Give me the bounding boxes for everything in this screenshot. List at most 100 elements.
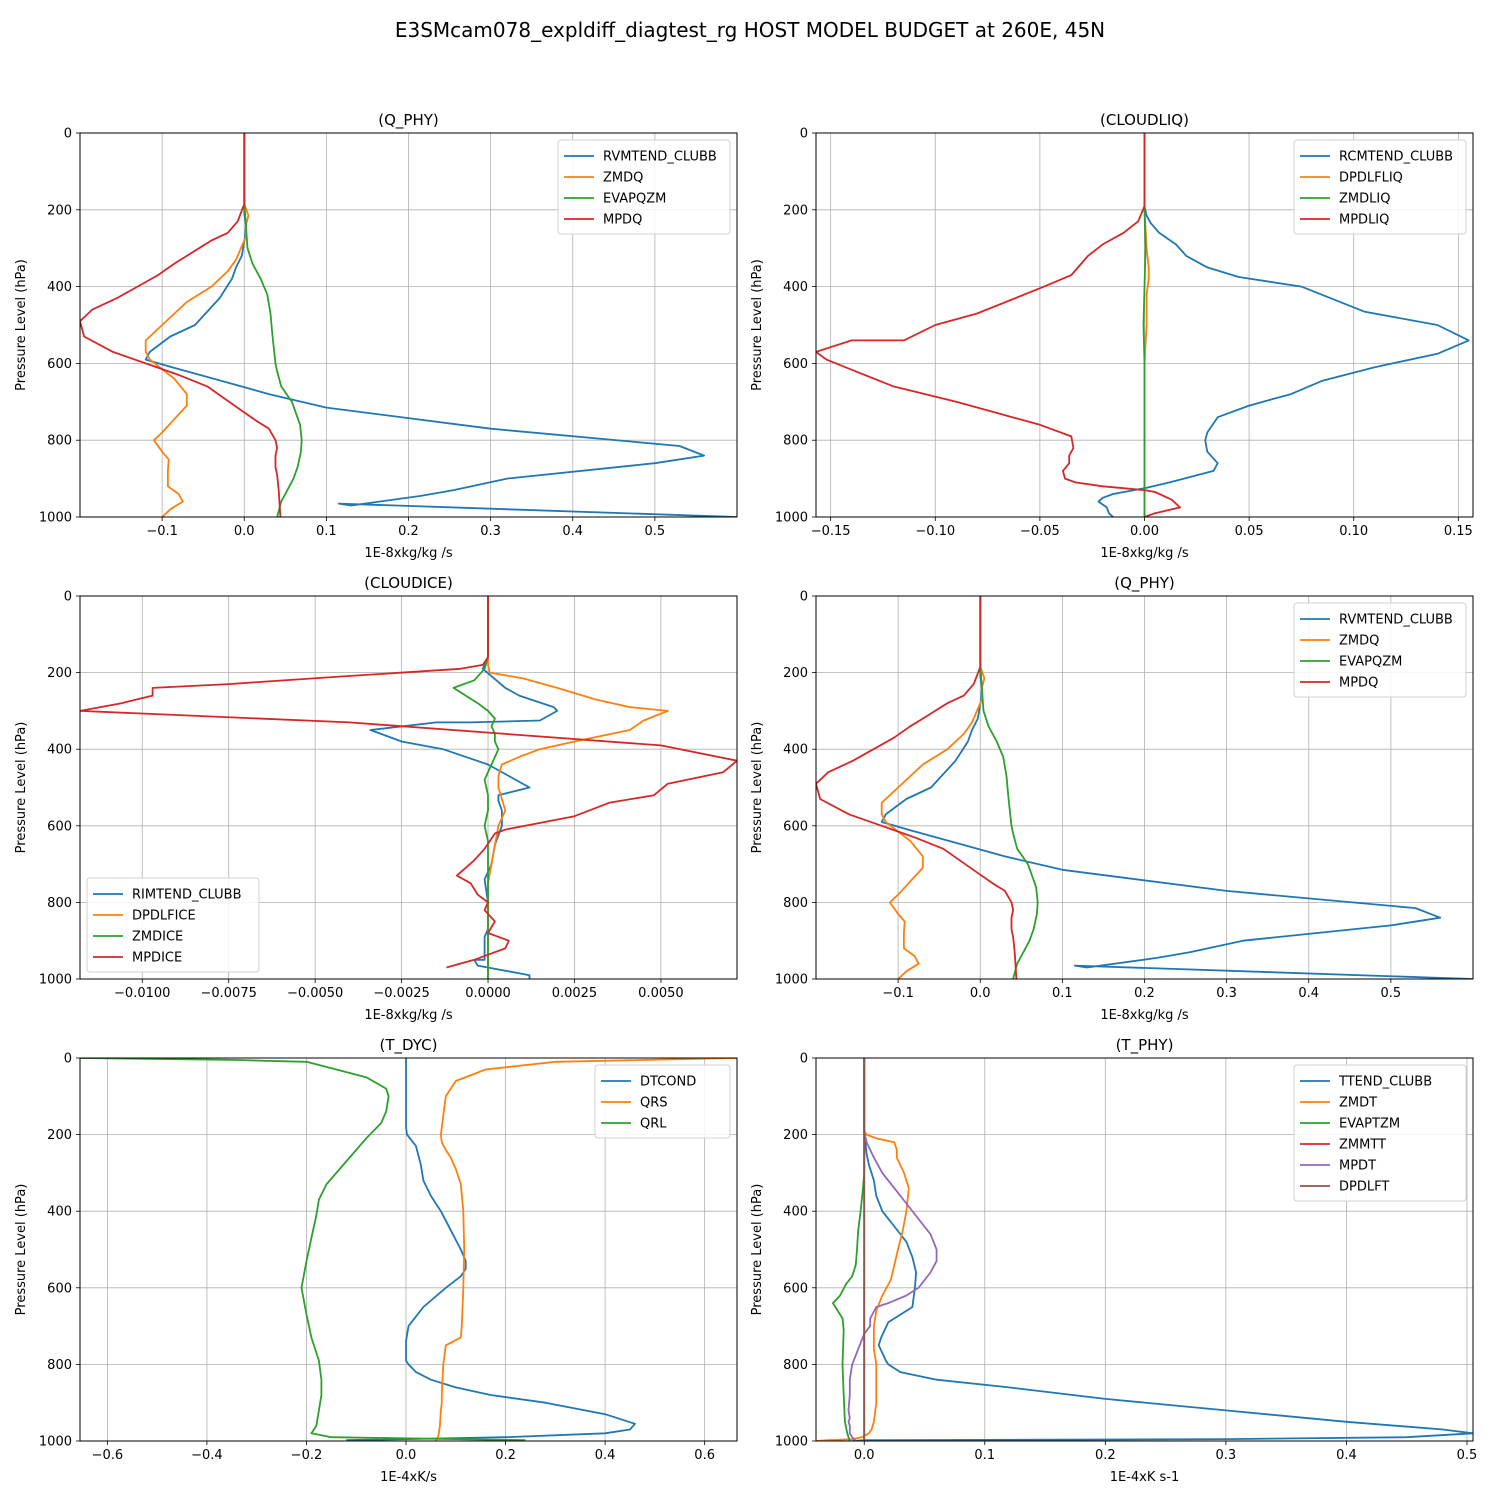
x-tick-label: −0.05 — [1020, 524, 1060, 539]
y-tick-label: 600 — [47, 357, 72, 372]
y-tick-label: 400 — [47, 743, 72, 758]
subplot-grid: −0.1 0.0 0.1 0.2 0.3 0.4 0.5 0 200 400 600 800 1000 (… — [14, 111, 1477, 1485]
x-axis-label: 1E-8xkg/kg /s — [364, 546, 453, 561]
series-line-zmdt — [816, 1058, 910, 1441]
x-tick-label: 0.4 — [1298, 986, 1319, 1001]
legend-entry: ZMDQ — [603, 171, 643, 186]
axes-frame — [815, 595, 1474, 980]
y-tick-label: 200 — [47, 666, 72, 681]
x-axis-label: 1E-8xkg/kg /s — [1100, 546, 1189, 561]
x-tick-label: 0.4 — [562, 524, 583, 539]
x-tick-label: −0.6 — [92, 1448, 124, 1463]
series-line-dtcond — [346, 1058, 636, 1441]
legend-entry: QRS — [640, 1096, 668, 1111]
series-group — [816, 133, 1470, 517]
y-tick-label: 1000 — [775, 1435, 808, 1450]
y-tick-label: 1000 — [775, 511, 808, 526]
y-tick-label: 0 — [800, 127, 808, 142]
y-tick-label: 0 — [800, 590, 808, 605]
series-line-mpdice — [80, 596, 737, 969]
y-tick-label: 600 — [783, 1281, 808, 1296]
y-tick-label: 200 — [47, 1128, 72, 1143]
legend-entry: MPDQ — [603, 213, 642, 228]
x-axis-label: 1E-8xkg/kg /s — [1100, 1008, 1189, 1023]
x-tick-label: −0.10 — [915, 524, 955, 539]
y-axis-label: Pressure Level (hPa) — [14, 722, 29, 854]
legend-entry: DPDLFLIQ — [1339, 171, 1403, 186]
series-group — [80, 596, 737, 979]
legend-entry: RVMTEND_CLUBB — [603, 150, 717, 165]
subplot-4: −0.1 0.0 0.1 0.2 0.3 0.4 0.5 0 200 400 600 800 1000 (… — [750, 574, 1474, 1023]
y-tick-label: 0 — [64, 1052, 72, 1067]
x-tick-label: 0.2 — [1095, 1448, 1116, 1463]
legend: RCMTEND_CLUBB DPDLFLIQ ZMDLIQ MPDLIQ — [1293, 139, 1467, 235]
subplot-title: (CLOUDICE) — [364, 574, 453, 592]
x-tick-label: −0.1 — [146, 524, 178, 539]
legend-entry: MPDT — [1339, 1159, 1376, 1174]
y-tick-label: 200 — [783, 666, 808, 681]
legend-entry: RVMTEND_CLUBB — [1339, 613, 1453, 628]
legend-entry: QRL — [640, 1117, 667, 1132]
x-axis-label: 1E-8xkg/kg /s — [364, 1008, 453, 1023]
y-tick-label: 800 — [47, 896, 72, 911]
legend-entry: ZMDT — [1339, 1096, 1377, 1111]
legend-entry: RIMTEND_CLUBB — [132, 888, 242, 903]
y-tick-label: 400 — [47, 280, 72, 295]
series-line-mpdq — [816, 596, 1018, 979]
x-tick-label: 0.3 — [1216, 1448, 1237, 1463]
y-tick-label: 400 — [783, 1205, 808, 1220]
legend-entry: TTEND_CLUBB — [1338, 1075, 1432, 1090]
x-axis-label: 1E-4xK/s — [380, 1470, 437, 1485]
x-tick-label: 0.0 — [854, 1448, 875, 1463]
y-axis-label: Pressure Level (hPa) — [750, 722, 765, 854]
legend-entry: MPDQ — [1339, 676, 1378, 691]
y-tick-label: 400 — [783, 280, 808, 295]
x-tick-label: 0.0025 — [552, 986, 598, 1001]
legend: DTCOND QRS QRL — [594, 1064, 731, 1139]
legend-entry: DPDLFT — [1339, 1180, 1389, 1195]
series-group — [80, 1058, 737, 1441]
x-tick-label: 0.3 — [480, 524, 501, 539]
series-line-evapqzm — [979, 596, 1039, 979]
x-tick-label: 0.0 — [396, 1448, 417, 1463]
legend-entry: RCMTEND_CLUBB — [1339, 150, 1453, 165]
y-tick-label: 200 — [783, 203, 808, 218]
legend-box — [594, 1064, 731, 1139]
legend-box — [1293, 1064, 1467, 1202]
y-tick-label: 800 — [47, 1358, 72, 1373]
y-axis-label: Pressure Level (hPa) — [750, 259, 765, 391]
x-tick-label: −0.0025 — [373, 986, 429, 1001]
legend-entry: DPDLFICE — [132, 909, 196, 924]
x-tick-label: −0.15 — [811, 524, 851, 539]
x-tick-label: 0.5 — [1381, 986, 1402, 1001]
legend: TTEND_CLUBB ZMDT EVAPTZM ZMMTT MPDT DPDLFT — [1293, 1064, 1467, 1202]
legend-entry: EVAPQZM — [1339, 655, 1402, 670]
x-tick-label: 0.2 — [1134, 986, 1155, 1001]
series-group — [816, 596, 1473, 979]
y-tick-label: 1000 — [775, 973, 808, 988]
x-tick-label: 0.0 — [234, 524, 255, 539]
subplot-title: (T_PHY) — [1116, 1036, 1174, 1055]
series-line-qrl — [80, 1058, 526, 1441]
series-line-qrs — [435, 1058, 737, 1441]
y-tick-label: 800 — [783, 896, 808, 911]
y-tick-label: 800 — [783, 1358, 808, 1373]
legend-box — [1293, 139, 1467, 235]
x-tick-label: 0.5 — [645, 524, 666, 539]
subplot-1: −0.1 0.0 0.1 0.2 0.3 0.4 0.5 0 200 400 600 800 1000 (… — [14, 111, 738, 561]
y-tick-label: 600 — [47, 1281, 72, 1296]
y-tick-label: 800 — [47, 434, 72, 449]
axes-frame — [79, 595, 738, 980]
x-tick-label: 0.0000 — [465, 986, 511, 1001]
subplot-title: (T_DYC) — [380, 1036, 438, 1055]
subplot-title: (Q_PHY) — [1114, 574, 1175, 593]
x-tick-label: 0.6 — [694, 1448, 715, 1463]
subplot-5: −0.6 −0.4 −0.2 0.0 0.2 0.4 0.6 0 200 400 600 800 100… — [14, 1036, 738, 1485]
y-tick-label: 0 — [64, 127, 72, 142]
series-group — [816, 1058, 1473, 1441]
series-group — [80, 133, 737, 517]
series-line-zmdice — [452, 596, 500, 979]
axes-frame — [815, 1057, 1474, 1442]
legend-entry: ZMDICE — [132, 930, 183, 945]
x-tick-label: −0.1 — [882, 986, 914, 1001]
